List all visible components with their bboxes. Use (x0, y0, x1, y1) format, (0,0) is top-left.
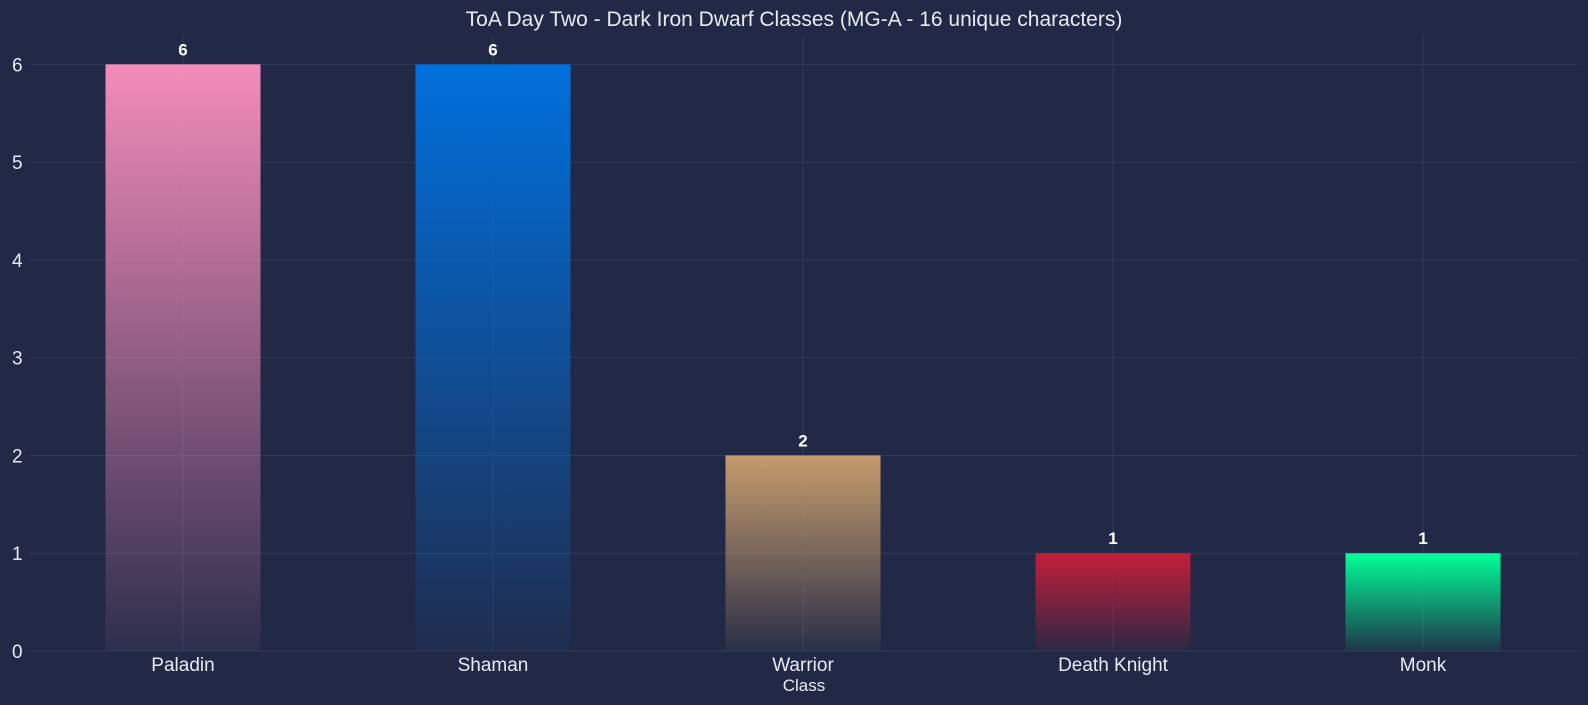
y-tick-label: 4 (12, 251, 23, 272)
bar-paladin (105, 64, 261, 652)
y-tick-label: 3 (12, 349, 23, 370)
bar-value-label: 1 (1108, 529, 1117, 548)
grid (30, 35, 1578, 652)
bar-value-label: 1 (1418, 529, 1427, 548)
bar-value-label: 2 (798, 431, 807, 450)
x-axis-label: Class (783, 676, 826, 695)
bar-value-label: 6 (178, 40, 187, 59)
bar-shaman (415, 64, 571, 652)
y-tick-label: 2 (12, 446, 23, 467)
x-tick-label: Paladin (151, 655, 214, 676)
chart-title: ToA Day Two - Dark Iron Dwarf Classes (M… (466, 8, 1123, 31)
y-tick-label: 0 (12, 642, 23, 663)
bar-value-label: 6 (488, 40, 497, 59)
x-tick-label: Death Knight (1058, 655, 1169, 676)
x-tick-label: Warrior (772, 655, 834, 676)
bar-death-knight (1035, 553, 1191, 651)
data-labels: 6 6 2 1 1 (178, 40, 1427, 548)
x-tick-label: Monk (1400, 655, 1447, 676)
bar-monk (1345, 553, 1501, 651)
y-axis-ticks: 0 1 2 3 4 5 6 (12, 55, 23, 663)
bar-warrior (725, 455, 881, 651)
x-axis-ticks: Paladin Shaman Warrior Death Knight Monk (151, 655, 1446, 676)
bars (105, 64, 1501, 652)
y-tick-label: 1 (12, 544, 23, 565)
x-tick-label: Shaman (458, 655, 529, 676)
y-tick-label: 6 (12, 55, 23, 76)
y-tick-label: 5 (12, 153, 23, 174)
